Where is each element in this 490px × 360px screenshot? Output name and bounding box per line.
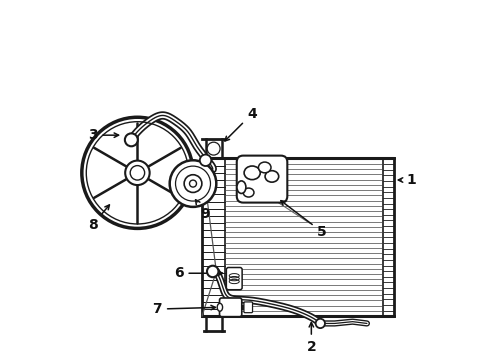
Ellipse shape [265,171,279,182]
Text: 5: 5 [281,201,327,239]
Text: 3: 3 [88,128,119,142]
FancyBboxPatch shape [244,302,252,313]
Ellipse shape [258,162,271,173]
Circle shape [207,142,220,155]
Circle shape [190,180,196,187]
Circle shape [170,160,216,207]
Circle shape [125,134,138,146]
Circle shape [125,161,149,185]
Circle shape [130,166,145,180]
Text: 6: 6 [174,266,222,280]
Ellipse shape [217,303,222,311]
Text: 9: 9 [196,200,210,221]
Text: 8: 8 [88,205,109,232]
Text: 1: 1 [398,173,416,187]
FancyBboxPatch shape [220,298,242,317]
Ellipse shape [244,166,260,180]
Circle shape [200,154,211,166]
Text: 7: 7 [152,302,216,316]
FancyBboxPatch shape [237,156,287,203]
Circle shape [207,266,219,277]
Circle shape [82,117,193,228]
Text: 4: 4 [225,107,257,141]
Text: 2: 2 [306,323,316,354]
Ellipse shape [243,188,254,197]
FancyBboxPatch shape [226,267,242,290]
Circle shape [316,319,325,328]
Circle shape [184,175,202,193]
Ellipse shape [237,181,246,193]
